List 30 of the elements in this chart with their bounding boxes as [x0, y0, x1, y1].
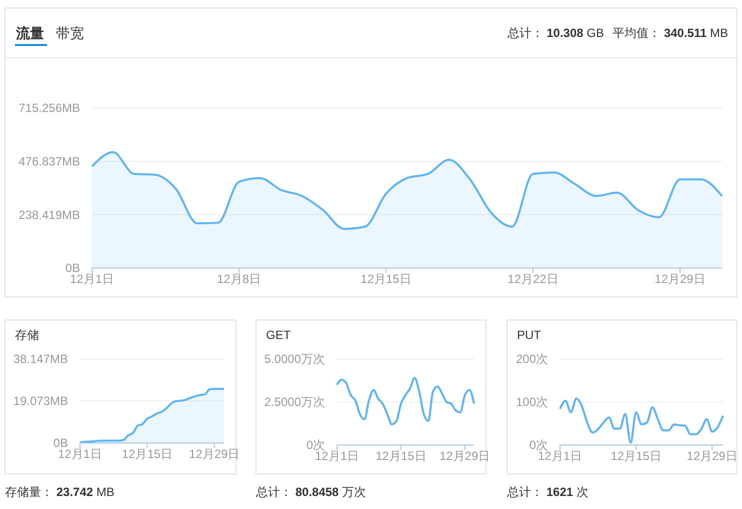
chart-title: PUT — [517, 328, 542, 342]
y-tick-label: 100次 — [516, 395, 548, 410]
chart-title: GET — [266, 328, 292, 342]
x-tick-label: 12月15日 — [376, 449, 426, 463]
text: 总计： 80.8458 万次 — [255, 485, 366, 499]
x-tick-label: 12月29日 — [686, 449, 738, 463]
x-tick-label: 12月15日 — [610, 449, 662, 463]
chart-title: 存储 — [15, 328, 39, 342]
text: 总计： 1621 次 — [506, 485, 588, 499]
x-tick-label: 12月15日 — [360, 272, 412, 286]
y-tick-label: 715.256MB — [18, 101, 80, 116]
x-tick-label: 12月8日 — [216, 272, 262, 286]
x-tick-label: 12月29日 — [654, 272, 706, 286]
line-series — [336, 376, 475, 426]
y-tick-label: 19.073MB — [13, 394, 68, 408]
y-tick-label: 5.0000万次 — [264, 352, 325, 366]
text: 存储量： 23.742 MB — [5, 485, 114, 499]
x-tick-label: 12月22日 — [508, 272, 558, 286]
text: 平均值： 340.511 MB — [612, 26, 728, 40]
y-tick-label: 200次 — [516, 352, 548, 366]
x-tick-label: 12月29日 — [189, 447, 240, 461]
x-tick-label: 12月15日 — [122, 447, 173, 461]
x-tick-label: 12月29日 — [440, 449, 490, 463]
chart-title: 流量 — [15, 25, 44, 41]
y-tick-label: 476.837MB — [18, 154, 80, 169]
y-tick-label: 2.5000万次 — [264, 395, 325, 410]
y-tick-label: 238.419MB — [18, 208, 80, 222]
text: 总计： 10.308 GB — [506, 26, 604, 40]
y-tick-label: 38.147MB — [13, 352, 68, 366]
text: 带宽 — [56, 25, 84, 41]
